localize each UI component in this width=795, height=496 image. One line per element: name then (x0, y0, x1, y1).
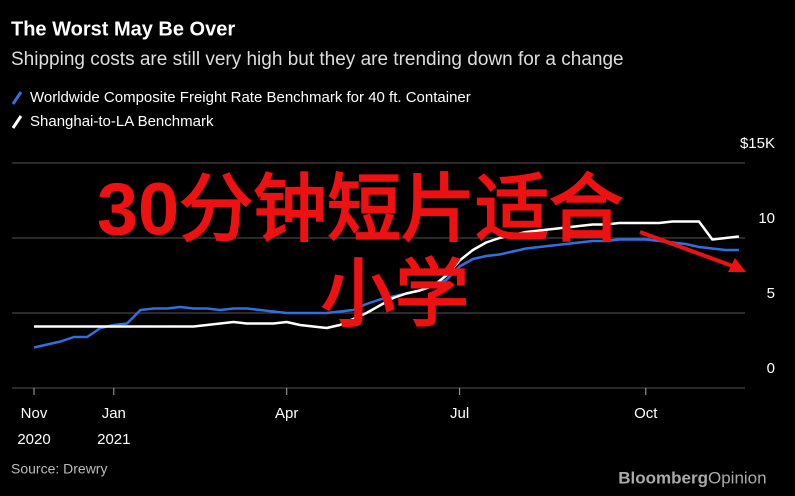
overlay-arrowhead (728, 258, 746, 272)
overlay-text: 30分钟短片适合 (97, 168, 623, 251)
x-tick-label: Jan 2021 (97, 405, 130, 448)
overlay-arrow (639, 230, 739, 270)
x-tick-label: Nov 2020 (17, 405, 50, 448)
brand-suffix: Opinion (708, 468, 767, 487)
source: Source: Drewry (11, 461, 107, 477)
x-tick-label: Oct (634, 405, 658, 422)
y-tick-label: 0 (767, 360, 775, 377)
x-tick-label: Apr (275, 405, 298, 422)
chart-title: The Worst May Be Over (11, 18, 235, 40)
brand: Bloomberg (618, 468, 708, 487)
y-tick-label: 10 (758, 210, 775, 227)
series-line (34, 220, 740, 330)
series-line (33, 238, 739, 349)
legend-label: Shanghai-to-LA Benchmark (30, 113, 214, 130)
x-tick-label: Jul (450, 405, 469, 422)
chart-subtitle: Shipping costs are still very high but t… (11, 49, 624, 70)
legend-label: Worldwide Composite Freight Rate Benchma… (30, 89, 471, 106)
legend-swatch (11, 115, 23, 129)
y-tick-label: $15K (740, 135, 775, 152)
plot-area: 0 5 10 $15K Nov 2020 Jan 2021 Apr Jul Oct (12, 135, 775, 448)
overlay-text: 小学 (321, 253, 469, 336)
y-tick-label: 5 (767, 285, 775, 302)
legend-swatch (11, 91, 23, 105)
